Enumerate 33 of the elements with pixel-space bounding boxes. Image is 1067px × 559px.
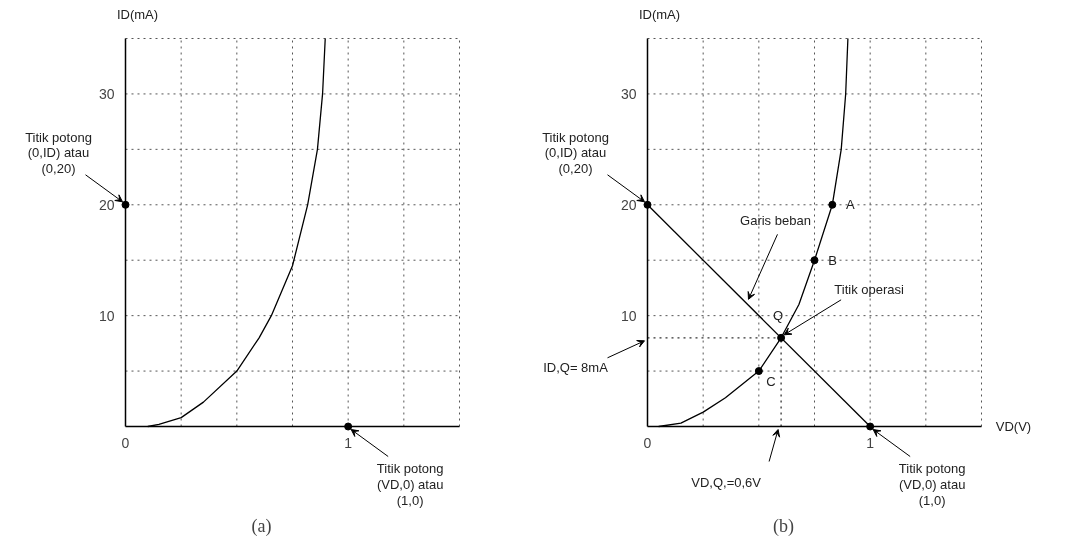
point	[777, 333, 786, 342]
x-axis-title: VD(V)	[995, 419, 1032, 434]
ref-line-label: VD,Q,=0,6V	[691, 475, 762, 490]
annotation: Q	[773, 308, 784, 324]
point	[810, 256, 819, 265]
text: (b)	[773, 515, 795, 537]
annotation: Titik potong (VD,0) atau (1,0)	[898, 461, 966, 508]
x-tick-label: 1	[866, 434, 875, 451]
y-tick-label: 10	[620, 307, 637, 324]
ref-line-label: ID,Q= 8mA	[543, 360, 609, 376]
point	[754, 367, 763, 376]
annotation: B	[828, 252, 837, 268]
annotation: C	[766, 373, 776, 389]
x-tick-label: 0	[643, 434, 652, 451]
text: (a)	[251, 515, 272, 537]
y-axis-title: ID(mA)	[116, 7, 159, 22]
point	[643, 200, 652, 209]
annotation: A	[845, 197, 855, 213]
annotation: Titik operasi	[834, 282, 905, 298]
y-tick-label: 10	[98, 307, 115, 324]
y-tick-label: 20	[98, 196, 115, 213]
y-axis-title: ID(mA)	[638, 7, 681, 22]
annotation: Titik potong (0,ID) atau (0,20)	[542, 129, 609, 177]
x-tick-label: 0	[121, 434, 130, 451]
annotation: Garis beban	[740, 212, 811, 228]
x-tick-label: 1	[344, 434, 353, 451]
annotation: Titik potong (VD,0) atau (1,0)	[376, 461, 444, 508]
y-tick-label: 30	[620, 85, 637, 102]
point	[866, 422, 875, 431]
annotation: Titik potong (0,ID) atau (0,20)	[25, 129, 92, 177]
y-tick-label: 30	[98, 85, 115, 102]
y-tick-label: 20	[620, 196, 637, 213]
point	[828, 200, 837, 209]
